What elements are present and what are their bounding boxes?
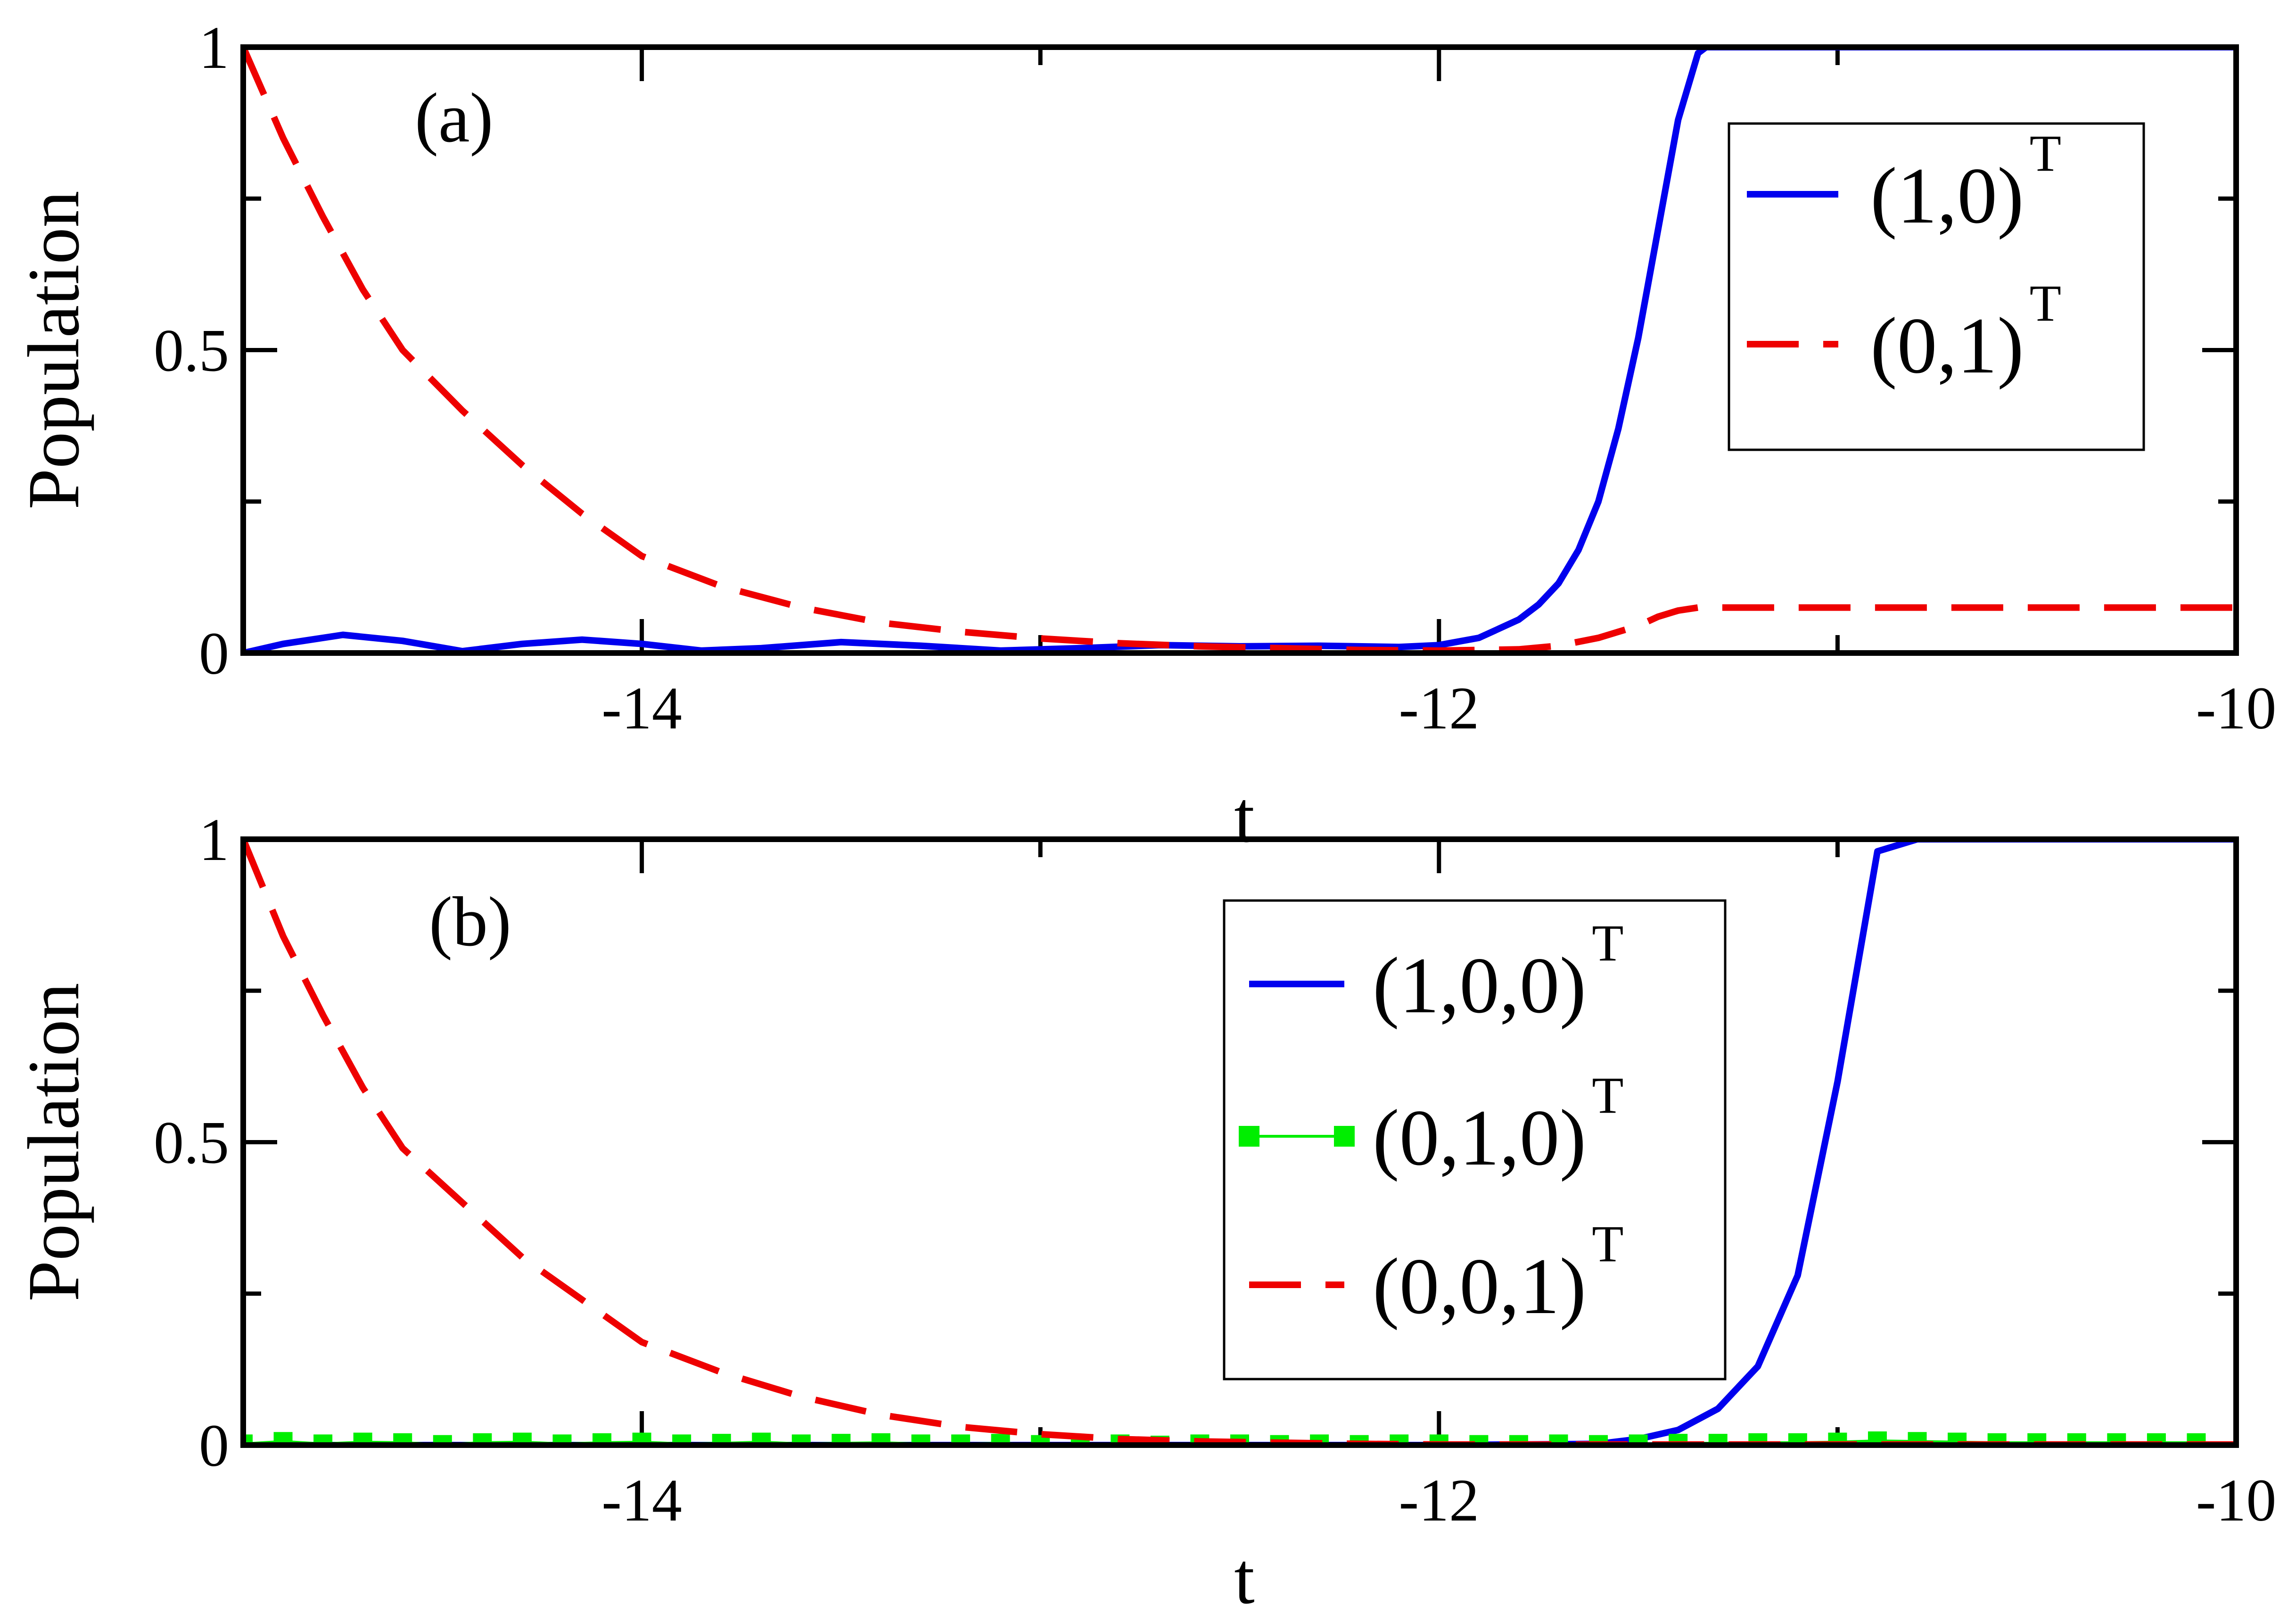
x-axis-title: t (1234, 1538, 1254, 1612)
series-marker (512, 1432, 532, 1448)
y-tick-label: 1 (199, 806, 229, 873)
series-line-1 (243, 46, 2236, 654)
legend-entry-name: (1,0) (1870, 151, 2024, 240)
x-tick-label: -12 (1399, 675, 1479, 742)
y-axis-title: Population (13, 190, 94, 509)
panel-label: (b) (429, 883, 511, 961)
legend-entry-name: (1,0,0) (1373, 941, 1586, 1030)
y-tick-label: 0.5 (154, 1109, 229, 1176)
x-axis-title: t (1234, 776, 1254, 858)
series-marker (353, 1432, 372, 1448)
legend-box (1223, 899, 1727, 1381)
legend-entry-superscript: T (2030, 274, 2061, 332)
legend-entry-superscript: T (2030, 124, 2061, 182)
series-marker (752, 1432, 771, 1448)
legend-sample-marker (1334, 1126, 1355, 1147)
x-tick-label: -14 (601, 1467, 682, 1534)
plot-frame (240, 836, 2239, 1448)
legend-entry-superscript: T (1592, 914, 1623, 972)
legend-entry-label: (0,1) T (1870, 274, 2061, 390)
legend-entry-superscript: T (1592, 1066, 1623, 1124)
series-line-0 (243, 44, 2236, 656)
y-axis-title: Population (13, 983, 94, 1301)
legend-entry-name: (0,1,0) (1373, 1093, 1586, 1182)
legend-entry-label: (0,1,0) T (1373, 1066, 1623, 1182)
data-layer (243, 44, 2236, 656)
series-marker (273, 1432, 293, 1448)
x-tick-label: -10 (2196, 675, 2277, 742)
legend-entry-label: (1,0,0) T (1373, 914, 1623, 1030)
legend-box (1728, 122, 2145, 451)
x-tick-label: -14 (601, 675, 682, 742)
legend: (1,0) T(0,1) T (1728, 122, 2145, 451)
y-tick-label: 0 (199, 1412, 229, 1479)
y-tick-label: 0.5 (154, 317, 229, 384)
x-tick-label: -12 (1399, 1467, 1479, 1534)
legend-entry-label: (1,0) T (1870, 124, 2061, 240)
panel-label: (a) (415, 79, 493, 157)
legend: (1,0,0) T(0,1,0) T(0,0,1) T (1223, 899, 1727, 1381)
plot-frame (240, 44, 2239, 656)
series-marker (632, 1432, 651, 1448)
y-tick-label: 0 (199, 620, 229, 687)
legend-entry-name: (0,0,1) (1373, 1242, 1586, 1331)
y-tick-label: 1 (199, 14, 229, 81)
legend-sample-marker (1239, 1126, 1259, 1147)
legend-entry-label: (0,0,1) T (1373, 1215, 1623, 1331)
x-tick-label: -10 (2196, 1467, 2277, 1534)
legend-entry-superscript: T (1592, 1215, 1623, 1273)
legend-entry-name: (0,1) (1870, 301, 2024, 390)
